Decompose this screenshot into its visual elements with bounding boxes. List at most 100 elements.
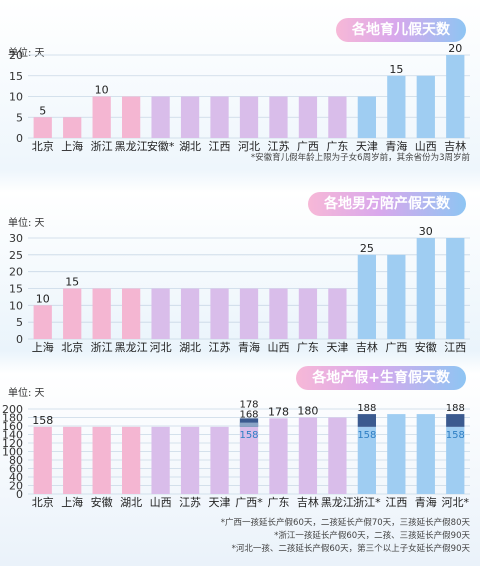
x-tick-label: 安徽 (415, 340, 437, 354)
unit-label: 单位: 天 (8, 388, 45, 399)
x-tick-label: 河北 (238, 140, 260, 153)
y-tick-label: 80 (9, 454, 23, 467)
bar (269, 288, 288, 339)
data-label-top: 188 (446, 403, 465, 414)
x-tick-label: 黑龙江 (115, 140, 148, 153)
x-tick-label: 安徽* (147, 139, 175, 153)
bar (446, 55, 465, 138)
bar (446, 426, 465, 494)
y-tick-label: 40 (9, 471, 23, 484)
footnote: *安徽育儿假年龄上限为子女6周岁前，其余省份为3周岁前 (250, 153, 470, 163)
footnote-hebei: *河北一孩、二孩延长产假60天，第三个以上子女延长产假90天 (231, 544, 470, 554)
bar (239, 288, 259, 339)
x-tick-label: 青海 (238, 340, 260, 354)
unit-label: 单位: 天 (8, 48, 45, 59)
bar (121, 426, 141, 494)
x-tick-label: 黑龙江 (115, 341, 148, 354)
bar (387, 75, 406, 138)
bar (298, 288, 318, 339)
bar (416, 238, 435, 339)
x-tick-label: 湖北 (120, 496, 142, 509)
x-tick-label: 江西 (444, 341, 466, 354)
x-tick-label: 江苏 (209, 341, 231, 354)
bar (151, 96, 170, 138)
x-tick-label: 北京 (61, 340, 83, 354)
y-tick-label: 10 (9, 299, 23, 312)
bar (210, 96, 229, 138)
data-label: 10 (36, 292, 50, 305)
y-tick-label: 20 (9, 480, 23, 493)
bar (387, 414, 406, 494)
data-label: 25 (360, 242, 374, 255)
x-tick-label: 北京 (32, 495, 54, 509)
x-tick-label: 安徽 (91, 495, 113, 509)
bar (239, 96, 259, 138)
panel-parental-leave: 各地育儿假天数 单位: 天 0 5 10 15 20 北京 5 上海 浙江 10 黑龙江 安徽* 湖北江… (0, 0, 480, 175)
bar (446, 238, 465, 339)
bar (180, 96, 200, 138)
bar (239, 426, 259, 494)
y-tick-label: 180 (2, 412, 23, 425)
data-label: 15 (65, 276, 79, 289)
chart-paternity-leave: 0 5 10 15 20 25 30 上海 10 北京 15 浙江 黑龙江 河北 湖北 江苏 青海 山西 广东 天津吉… (9, 225, 470, 354)
data-label-mid: 168 (239, 409, 258, 420)
x-tick-label: 青海 (385, 139, 407, 153)
x-tick-label: 浙江* (353, 496, 381, 509)
x-tick-label: 吉林 (356, 340, 378, 354)
x-tick-label: 上海 (61, 139, 83, 153)
y-tick-label: 0 (16, 333, 23, 346)
x-tick-label: 浙江 (91, 140, 113, 153)
bar (92, 426, 111, 494)
bar (151, 288, 170, 339)
x-tick-label: 吉林 (297, 495, 319, 509)
x-tick-label: 广西* (235, 496, 263, 509)
x-tick-label: 湖北 (179, 341, 201, 354)
x-tick-label: 广西 (385, 341, 407, 354)
bar (269, 418, 288, 494)
bar (63, 426, 82, 494)
y-tick-label: 160 (2, 420, 23, 433)
bar (33, 305, 52, 339)
y-tick-label: 20 (9, 266, 23, 279)
x-tick-label: 山西 (415, 140, 437, 153)
x-tick-label: 江苏 (267, 140, 289, 153)
x-tick-label: 天津 (209, 496, 231, 509)
x-tick-label: 广东 (267, 496, 289, 509)
y-tick-label: 5 (16, 316, 23, 329)
bar (387, 254, 406, 339)
data-label: 15 (389, 63, 403, 76)
unit-label: 单位: 天 (8, 218, 45, 229)
chart-title-paternity-leave: 各地男方陪产假天数 (308, 192, 466, 216)
data-label: 158 (239, 430, 258, 441)
bar-extension (446, 414, 465, 427)
bar (33, 117, 52, 138)
bar (63, 288, 82, 339)
panel-maternity-leave: 各地产假+生育假天数 单位: 天 0 20 40 60 80 100 120 140 160 18… (0, 360, 480, 566)
y-tick-label: 25 (9, 249, 23, 262)
bar (180, 288, 200, 339)
data-label: 5 (39, 104, 46, 117)
x-tick-label: 江西 (385, 496, 407, 509)
bar (269, 96, 288, 138)
bar (92, 96, 111, 138)
bar (180, 426, 200, 494)
x-tick-label: 山西 (150, 496, 172, 509)
y-tick-label: 140 (2, 429, 23, 442)
data-label: 158 (446, 430, 465, 441)
bar (210, 288, 229, 339)
data-label: 180 (297, 405, 318, 418)
x-tick-label: 黑龙江 (321, 496, 354, 509)
data-label: 158 (357, 430, 376, 441)
data-label: 158 (32, 414, 53, 427)
data-label-top: 188 (357, 403, 376, 414)
x-tick-label: 浙江 (91, 341, 113, 354)
y-tick-label: 60 (9, 463, 23, 476)
data-label: 10 (95, 84, 109, 97)
bar (151, 426, 170, 494)
bar (357, 426, 377, 494)
chart-title-maternity-leave: 各地产假+生育假天数 (296, 366, 466, 390)
bar (328, 96, 347, 138)
x-tick-label: 广东 (297, 341, 319, 354)
bar (328, 288, 347, 339)
x-tick-label: 上海 (61, 495, 83, 509)
